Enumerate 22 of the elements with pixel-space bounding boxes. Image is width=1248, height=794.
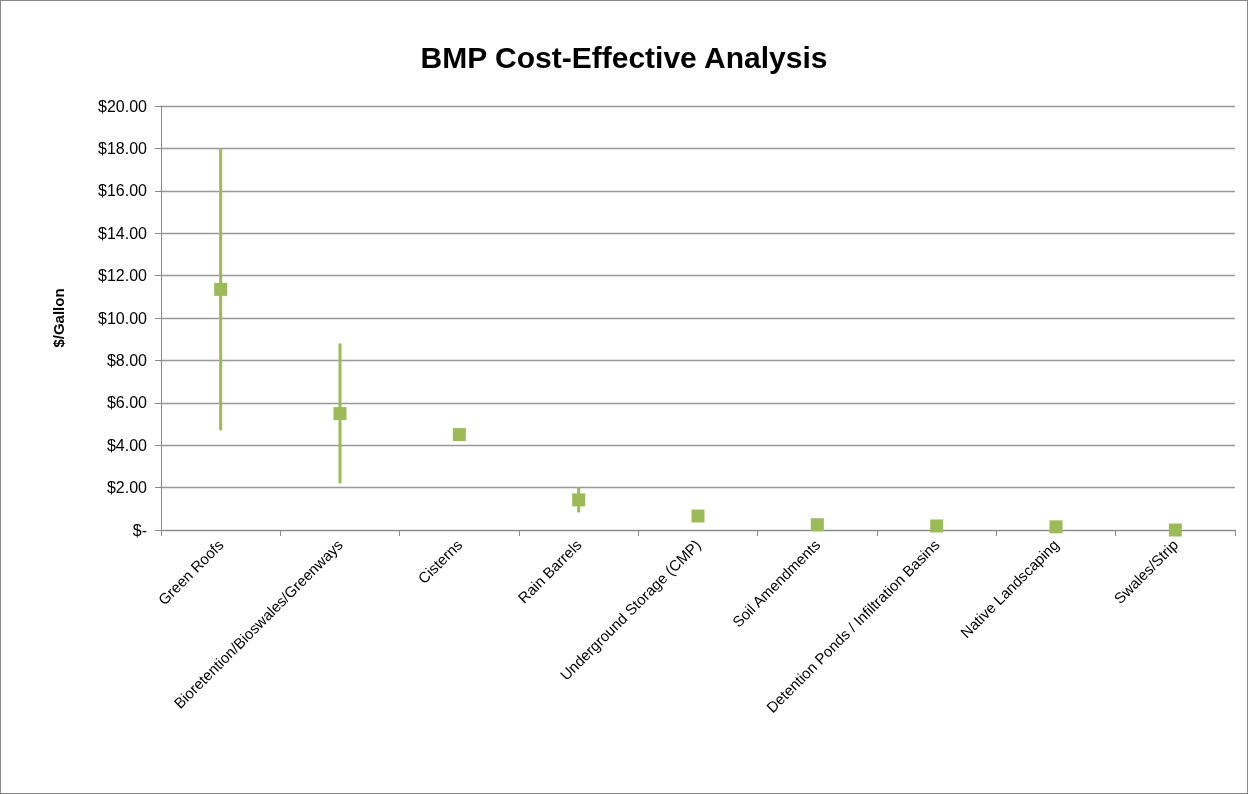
point <box>572 493 586 507</box>
y-tick-label: $16.00 <box>98 182 148 200</box>
y-tick-label: $8.00 <box>106 351 148 369</box>
point <box>214 282 228 296</box>
y-axis-title: $/Gallon <box>50 288 67 348</box>
y-tick-label: $- <box>132 521 147 539</box>
y-tick-label: $2.00 <box>106 479 148 497</box>
point <box>452 428 466 442</box>
y-tick-label: $18.00 <box>98 139 148 157</box>
y-tick-label: $20.00 <box>98 97 148 115</box>
point <box>930 519 944 533</box>
y-tick-label: $14.00 <box>98 224 148 242</box>
y-tick-label: $10.00 <box>98 309 148 327</box>
point <box>333 407 347 421</box>
y-tick-label: $12.00 <box>98 267 148 285</box>
point <box>691 509 705 523</box>
point <box>810 518 824 532</box>
chart-title: BMP Cost-Effective Analysis <box>420 40 828 74</box>
point <box>1168 523 1182 537</box>
y-tick-label: $6.00 <box>106 394 148 412</box>
point <box>1049 520 1063 534</box>
y-tick-label: $4.00 <box>106 436 148 454</box>
